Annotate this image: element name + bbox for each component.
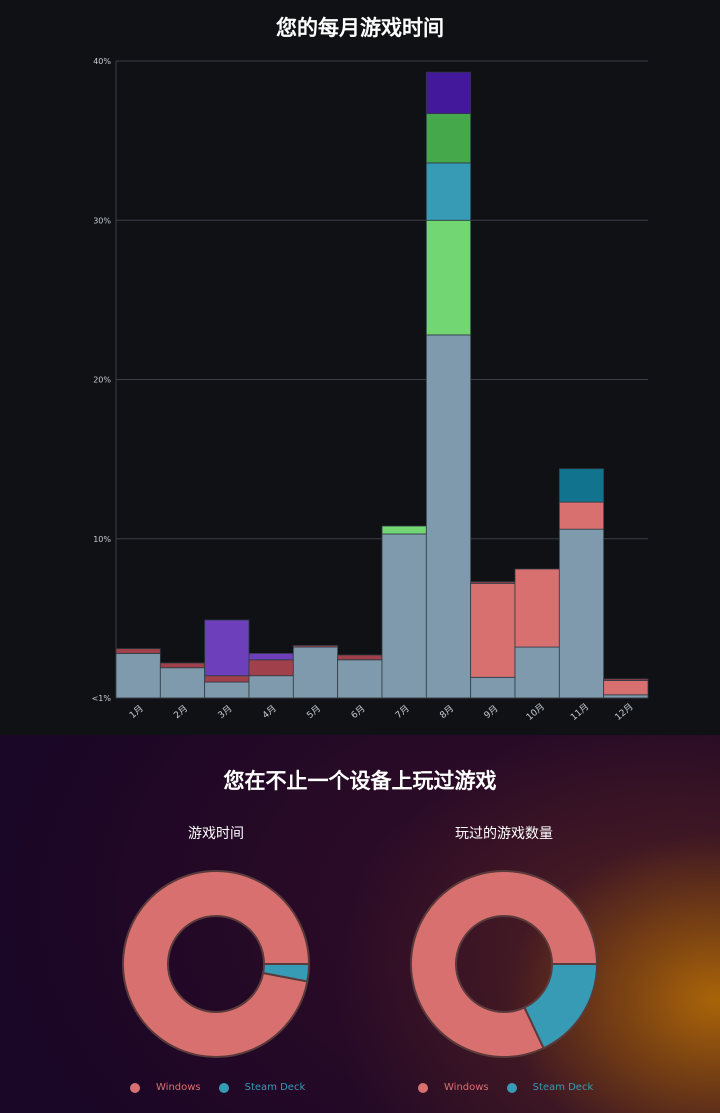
bar-segment: [425, 71, 472, 114]
bar-segment: [425, 219, 472, 336]
bar-segment: [558, 528, 605, 699]
playtime-donut-title: 游戏时间: [188, 826, 244, 842]
windows-legend-label: Windows: [156, 1082, 201, 1093]
x-tick-label: 7月: [393, 703, 411, 721]
donut-slice-windows: [122, 870, 311, 1058]
bar-segment: [292, 646, 339, 699]
x-tick-label: 8月: [438, 703, 456, 721]
steam-deck-legend-swatch: [506, 1082, 517, 1093]
bar-segment: [115, 648, 161, 654]
bar-segment: [337, 659, 383, 699]
games-played-donut-title: 玩过的游戏数量: [455, 826, 553, 842]
bar-segment: [603, 678, 649, 681]
monthly-playtime-bar-chart: <1% 10% 20% 30% 40% 1月 2月 3月 4月 5月 6月 7月 8月 9月 10月 11月 1…: [92, 57, 649, 723]
bar-segment: [514, 568, 560, 648]
bar-segment: [204, 681, 250, 699]
games-played-donut-chart: [410, 870, 599, 1058]
bar-segment: [159, 662, 206, 669]
donut-slice-steam-deck: [261, 963, 311, 983]
x-tick-label: 11月: [569, 701, 592, 723]
bar-segment: [248, 675, 294, 699]
bar-segment: [470, 676, 516, 699]
bar-segment: [470, 581, 516, 584]
x-tick-label: 4月: [260, 703, 278, 721]
y-tick-label: 30%: [93, 216, 111, 225]
x-tick-label: 10月: [524, 701, 547, 723]
bar-segment: [292, 645, 339, 648]
bar-segment: [558, 501, 605, 530]
bar-segment: [425, 113, 472, 164]
bar-segment: [204, 675, 250, 683]
y-tick-label: 40%: [93, 57, 111, 66]
y-tick-label: 10%: [93, 535, 111, 544]
bar-segment: [248, 653, 294, 661]
bar-segment: [558, 468, 605, 503]
bar-segment: [381, 533, 427, 699]
y-tick-label: 20%: [93, 376, 111, 385]
devices-title: 您在不止一个设备上玩过游戏: [223, 769, 497, 793]
x-tick-label: 12月: [613, 701, 636, 723]
x-tick-label: 6月: [349, 703, 367, 721]
playtime-legend: Windows Steam Deck: [130, 1082, 323, 1093]
x-tick-label: 2月: [172, 703, 190, 721]
bar-segment: [470, 582, 516, 678]
bar-segment: [248, 659, 294, 677]
bar-segment: [381, 525, 427, 535]
x-tick-label: 1月: [127, 703, 145, 721]
y-tick-label: <1%: [92, 694, 112, 703]
windows-legend-swatch: [130, 1082, 140, 1093]
bar-segment: [514, 646, 560, 699]
x-tick-label: 3月: [216, 703, 234, 721]
windows-legend-swatch: [418, 1082, 428, 1093]
monthly-playtime-section: 您的每月游戏时间 <1% 10% 20% 30% 40% 1月 2月 3月 4月 5月 6月 7月 8月…: [91, 16, 649, 723]
x-tick-label: 9月: [482, 703, 500, 721]
steam-deck-legend-label: Steam Deck: [532, 1082, 594, 1093]
devices-section: 您在不止一个设备上玩过游戏 游戏时间 玩过的游戏数量 Windows Steam…: [0, 735, 720, 1113]
donut-slice-windows: [410, 870, 599, 1058]
steam-deck-legend-label: Steam Deck: [244, 1082, 306, 1093]
bar-segment: [425, 162, 472, 221]
bar-segment: [115, 653, 161, 699]
games-played-legend: Windows Steam Deck: [418, 1082, 611, 1093]
windows-legend-label: Windows: [444, 1082, 489, 1093]
bar-segment: [159, 667, 206, 699]
bar-segment: [425, 334, 472, 699]
bar-segment: [204, 619, 250, 677]
steam-deck-legend-swatch: [218, 1082, 229, 1093]
x-tick-label: 5月: [305, 703, 323, 721]
bar-segment: [603, 680, 649, 696]
page-title: 您的每月游戏时间: [276, 16, 444, 40]
playtime-donut-chart: [122, 870, 311, 1058]
donut-slice-steam-deck: [523, 963, 599, 1050]
bar-segment: [337, 654, 383, 661]
